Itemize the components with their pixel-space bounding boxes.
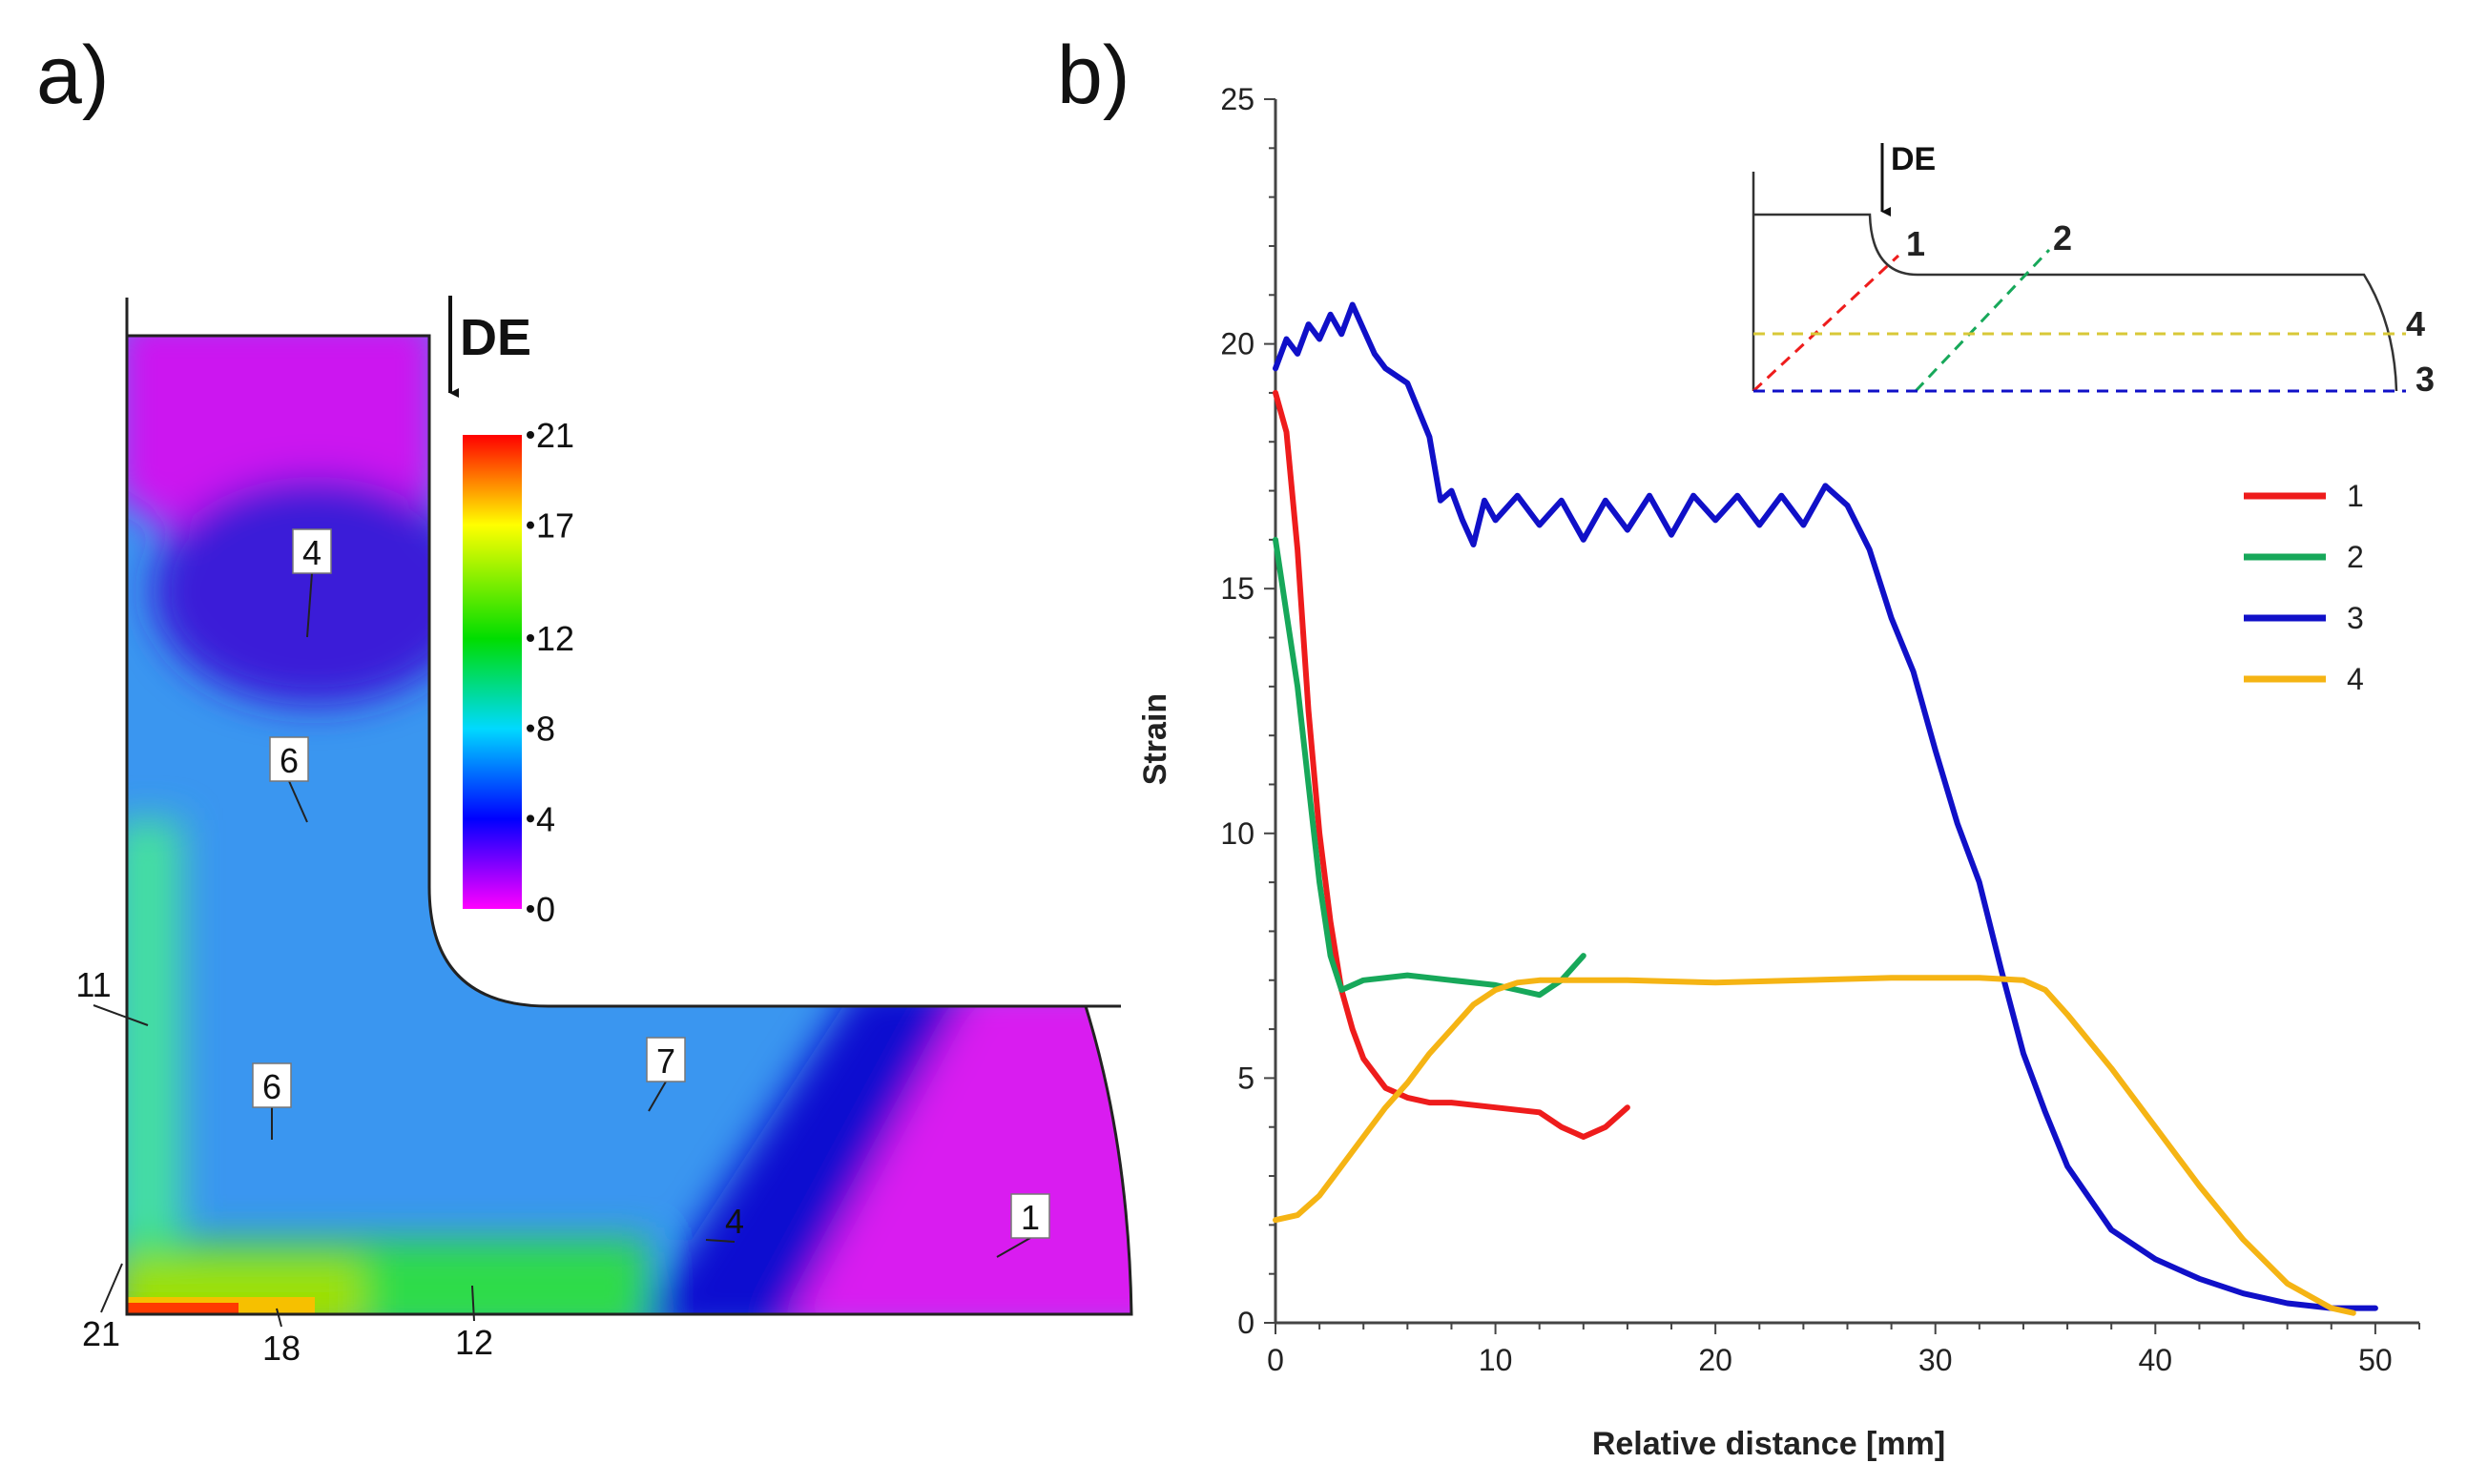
colorbar-tick-label: 17 xyxy=(536,506,574,546)
de-label-a: DE xyxy=(460,309,531,366)
series-line-1 xyxy=(1273,389,1630,1140)
colorbar-tick-mark xyxy=(527,814,534,823)
legend-item-3: 3 xyxy=(2244,601,2364,635)
y-axis-title: Strain xyxy=(1137,693,1173,785)
inset-line-1 xyxy=(1752,254,1900,393)
callout-leader xyxy=(100,1263,123,1313)
x-tick-label: 40 xyxy=(2139,1343,2173,1377)
contour-callout: 6 xyxy=(252,1062,292,1140)
inset-schematic: DE 1 2 4 3 xyxy=(1752,141,2435,399)
callout-leader xyxy=(93,1004,149,1026)
series-line-2 xyxy=(1273,536,1586,999)
y-tick-label: 10 xyxy=(1220,816,1254,851)
y-tick-label: 20 xyxy=(1220,327,1254,361)
callout-label: 4 xyxy=(725,1202,744,1241)
legend-label: 1 xyxy=(2347,479,2364,513)
contour-callout: 4 xyxy=(705,1202,744,1243)
x-tick-label: 30 xyxy=(1918,1343,1953,1377)
colorbar-tick-label: 8 xyxy=(536,710,555,749)
x-tick-label: 20 xyxy=(1698,1343,1732,1377)
callout-leader xyxy=(276,1308,282,1328)
series-line-4 xyxy=(1273,975,2356,1316)
callout-label: 11 xyxy=(75,965,111,1004)
legend-label: 4 xyxy=(2347,662,2364,696)
callout-label: 6 xyxy=(262,1067,281,1106)
callout-label: 4 xyxy=(302,533,321,572)
callout-leader xyxy=(648,1081,667,1112)
callout-leader xyxy=(471,1285,475,1322)
callout-label: 21 xyxy=(82,1314,120,1353)
colorbar-tick-mark xyxy=(527,724,534,732)
panel-a-label: a) xyxy=(36,30,109,121)
legend-label: 2 xyxy=(2347,540,2364,574)
contour-callout: 12 xyxy=(455,1285,493,1362)
strain-contour-map xyxy=(125,298,1133,1316)
contour-callout: 6 xyxy=(269,736,309,823)
colorbar-tick-mark xyxy=(527,905,534,913)
inset-line-2 xyxy=(1914,248,2051,393)
de-label-inset: DE xyxy=(1891,141,1936,177)
callout-label: 12 xyxy=(455,1323,493,1362)
panel-b-label: b) xyxy=(1057,30,1130,121)
callout-label: 18 xyxy=(262,1329,301,1368)
colorbar-gradient xyxy=(463,435,522,909)
inset-label-1: 1 xyxy=(1906,224,1925,263)
colorbar-tick-mark xyxy=(527,634,534,642)
strain-line-chart: 0 5 10 15 20 25 0 10 20 30 40 50 1 2 3 4 Relative dist… xyxy=(1137,82,2420,1462)
y-tick-label: 0 xyxy=(1237,1306,1254,1340)
callout-label: 7 xyxy=(656,1041,675,1081)
callout-leader xyxy=(705,1239,736,1243)
colorbar-tick-mark xyxy=(527,521,534,529)
x-tick-label: 0 xyxy=(1267,1343,1284,1377)
legend-item-2: 2 xyxy=(2244,540,2364,574)
inset-outline xyxy=(1752,172,2398,392)
contour-callout: 7 xyxy=(646,1037,686,1112)
x-tick-label: 10 xyxy=(1479,1343,1513,1377)
contour-callout: 1 xyxy=(996,1193,1050,1258)
colorbar-tick-label: 4 xyxy=(536,799,555,838)
legend-item-1: 1 xyxy=(2244,479,2364,513)
callout-leader xyxy=(288,780,308,823)
legend-label: 3 xyxy=(2347,601,2364,635)
colorbar-tick-label: 21 xyxy=(536,416,574,455)
de-arrow-a: DE xyxy=(448,296,531,398)
contour-callout: 21 xyxy=(82,1263,123,1353)
y-tick-label: 25 xyxy=(1220,82,1254,116)
colorbar-tick-label: 0 xyxy=(536,890,555,929)
callout-box xyxy=(292,528,332,574)
callout-leader xyxy=(996,1237,1031,1258)
y-tick-label: 15 xyxy=(1220,571,1254,606)
legend-item-4: 4 xyxy=(2244,662,2364,696)
contour-callout: 18 xyxy=(262,1308,301,1368)
x-tick-label: 50 xyxy=(2358,1343,2393,1377)
x-axis-title: Relative distance [mm] xyxy=(1592,1426,1945,1462)
series-line-3 xyxy=(1273,301,2378,1311)
colorbar-tick-label: 12 xyxy=(536,619,574,658)
inset-label-2: 2 xyxy=(2053,218,2072,258)
callout-leader xyxy=(306,572,313,638)
callout-box xyxy=(1010,1193,1050,1239)
colorbar-tick-mark xyxy=(527,431,534,439)
callout-box xyxy=(646,1037,686,1082)
y-tick-label: 5 xyxy=(1237,1061,1254,1095)
inset-label-3: 3 xyxy=(2415,360,2435,399)
inset-label-4: 4 xyxy=(2406,304,2425,343)
callout-label: 6 xyxy=(280,741,299,780)
colorbar: 21 17 12 8 4 0 xyxy=(463,416,574,929)
callout-label: 1 xyxy=(1021,1198,1040,1237)
contour-callout: 11 xyxy=(75,965,149,1026)
contour-callout: 4 xyxy=(292,528,332,638)
callout-box xyxy=(269,736,309,782)
callout-box xyxy=(252,1062,292,1108)
